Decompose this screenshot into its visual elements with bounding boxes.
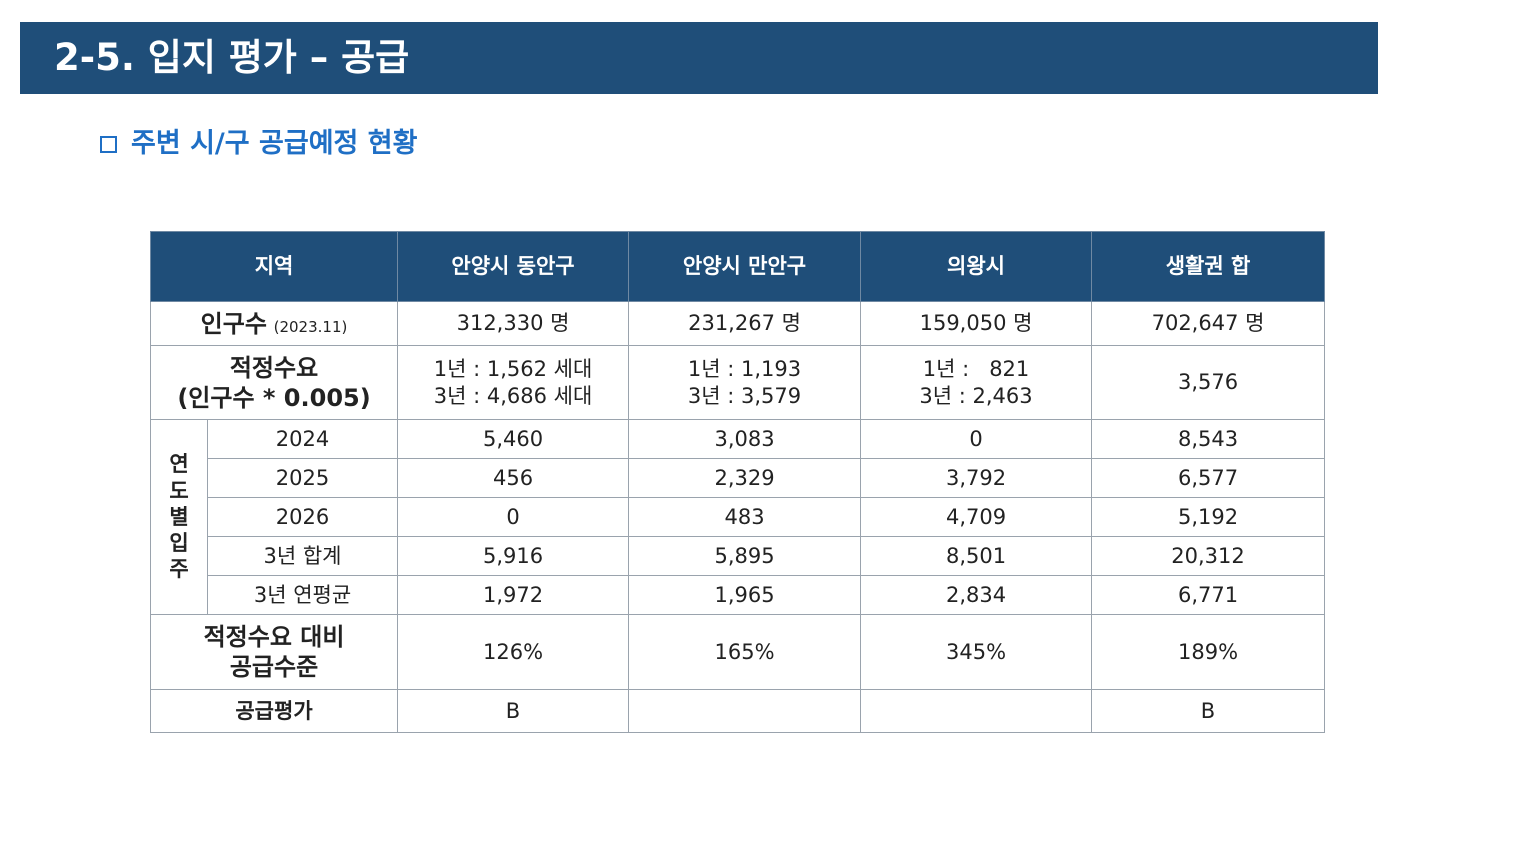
demand-1yr: 1년 : 1,193 <box>687 357 802 382</box>
yearly-group-char: 연 <box>169 452 189 477</box>
evaluation-value <box>860 689 1093 733</box>
year-label: 2026 <box>206 497 399 537</box>
evaluation-row: 공급평가 B B <box>149 689 1326 733</box>
evaluation-value: B <box>397 689 630 733</box>
header-bar: 2-5. 입지 평가 – 공급 <box>20 22 1378 94</box>
year-value: 5,192 <box>1091 497 1326 537</box>
header-uiwang: 의왕시 <box>860 231 1093 302</box>
supply-level-label: 적정수요 대비 <box>203 623 345 651</box>
supply-level-value: 189% <box>1091 614 1326 690</box>
year-value: 3,083 <box>628 419 862 459</box>
yearly-group-char: 주 <box>169 557 189 582</box>
header-total: 생활권 합 <box>1091 231 1326 302</box>
table-row: 연 도 별 입 주 2024 5,460 3,083 0 8,543 <box>150 419 1326 615</box>
year-value: 6,771 <box>1091 575 1326 615</box>
population-value: 312,330 명 <box>397 301 630 346</box>
year-value: 2,329 <box>628 458 862 498</box>
evaluation-label: 공급평가 <box>149 689 399 733</box>
year-value: 456 <box>397 458 630 498</box>
year-value: 6,577 <box>1091 458 1326 498</box>
yearly-group-char: 별 <box>169 504 189 529</box>
supply-level-label-sub: 공급수준 <box>229 653 319 681</box>
supply-table: 지역 안양시 동안구 안양시 만안구 의왕시 생활권 합 인구수 (2023.1… <box>149 231 1326 733</box>
year-label: 3년 합계 <box>206 536 399 576</box>
table-row: 3년 연평균 1,972 1,965 2,834 6,771 <box>151 575 1326 615</box>
header-dongan: 안양시 동안구 <box>397 231 630 302</box>
year-value: 1,965 <box>628 575 862 615</box>
year-value: 5,895 <box>628 536 862 576</box>
population-label-cell: 인구수 (2023.11) <box>149 301 399 346</box>
year-value: 4,709 <box>860 497 1093 537</box>
demand-label-formula: (인구수 * 0.005) <box>177 383 371 412</box>
year-value: 5,916 <box>397 536 630 576</box>
section-heading-text: 주변 시/구 공급예정 현황 <box>131 128 418 159</box>
demand-3yr: 3년 : 3,579 <box>687 383 802 408</box>
year-label: 2024 <box>206 419 399 459</box>
year-label: 3년 연평균 <box>206 575 399 615</box>
section-heading: 주변 시/구 공급예정 현황 <box>100 122 417 166</box>
demand-3yr: 3년 : 2,463 <box>919 383 1033 408</box>
yearly-group-char: 도 <box>169 478 189 503</box>
page-title: 2-5. 입지 평가 – 공급 <box>54 36 410 79</box>
population-note: (2023.11) <box>273 317 348 336</box>
supply-level-row: 적정수요 대비 공급수준 126% 165% 345% 189% <box>149 614 1326 690</box>
population-value: 702,647 명 <box>1091 301 1326 346</box>
demand-1yr: 1년 : 1,562 세대 <box>433 357 593 382</box>
demand-value-cell: 3,576 <box>1091 345 1326 420</box>
year-label: 2025 <box>206 458 399 498</box>
year-value: 8,501 <box>860 536 1093 576</box>
year-value: 5,460 <box>397 419 630 459</box>
year-value: 20,312 <box>1091 536 1326 576</box>
supply-level-value: 345% <box>860 614 1093 690</box>
supply-level-value: 126% <box>397 614 630 690</box>
year-value: 8,543 <box>1091 419 1326 459</box>
population-label: 인구수 <box>200 309 267 338</box>
table-row: 2025 456 2,329 3,792 6,577 <box>151 458 1326 498</box>
year-value: 0 <box>397 497 630 537</box>
demand-value-cell: 1년 : 821 3년 : 2,463 <box>860 345 1093 420</box>
demand-label-cell: 적정수요 (인구수 * 0.005) <box>149 345 399 420</box>
demand-label: 적정수요 <box>229 353 319 382</box>
table-row: 3년 합계 5,916 5,895 8,501 20,312 <box>151 536 1326 576</box>
demand-1yr: 1년 : 821 <box>922 357 1030 382</box>
population-value: 231,267 명 <box>628 301 862 346</box>
demand-value-cell: 1년 : 1,193 3년 : 3,579 <box>628 345 862 420</box>
supply-level-label-cell: 적정수요 대비 공급수준 <box>149 614 399 690</box>
header-manan: 안양시 만안구 <box>628 231 862 302</box>
demand-total: 3,576 <box>1177 370 1239 395</box>
yearly-group-char: 입 <box>169 531 189 556</box>
demand-value-cell: 1년 : 1,562 세대 3년 : 4,686 세대 <box>397 345 630 420</box>
population-value: 159,050 명 <box>860 301 1093 346</box>
evaluation-value: B <box>1091 689 1326 733</box>
year-value: 0 <box>860 419 1093 459</box>
checkbox-icon <box>100 135 117 153</box>
supply-level-value: 165% <box>628 614 862 690</box>
header-region: 지역 <box>149 231 399 302</box>
year-value: 2,834 <box>860 575 1093 615</box>
demand-row: 적정수요 (인구수 * 0.005) 1년 : 1,562 세대 3년 : 4,… <box>149 345 1326 420</box>
yearly-group-label: 연 도 별 입 주 <box>150 419 208 615</box>
demand-3yr: 3년 : 4,686 세대 <box>433 383 593 408</box>
table-row: 2026 0 483 4,709 5,192 <box>151 497 1326 537</box>
year-value: 1,972 <box>397 575 630 615</box>
population-row: 인구수 (2023.11) 312,330 명 231,267 명 159,05… <box>149 301 1326 346</box>
year-value: 3,792 <box>860 458 1093 498</box>
evaluation-value <box>628 689 862 733</box>
table-header-row: 지역 안양시 동안구 안양시 만안구 의왕시 생활권 합 <box>149 231 1326 302</box>
year-value: 483 <box>628 497 862 537</box>
